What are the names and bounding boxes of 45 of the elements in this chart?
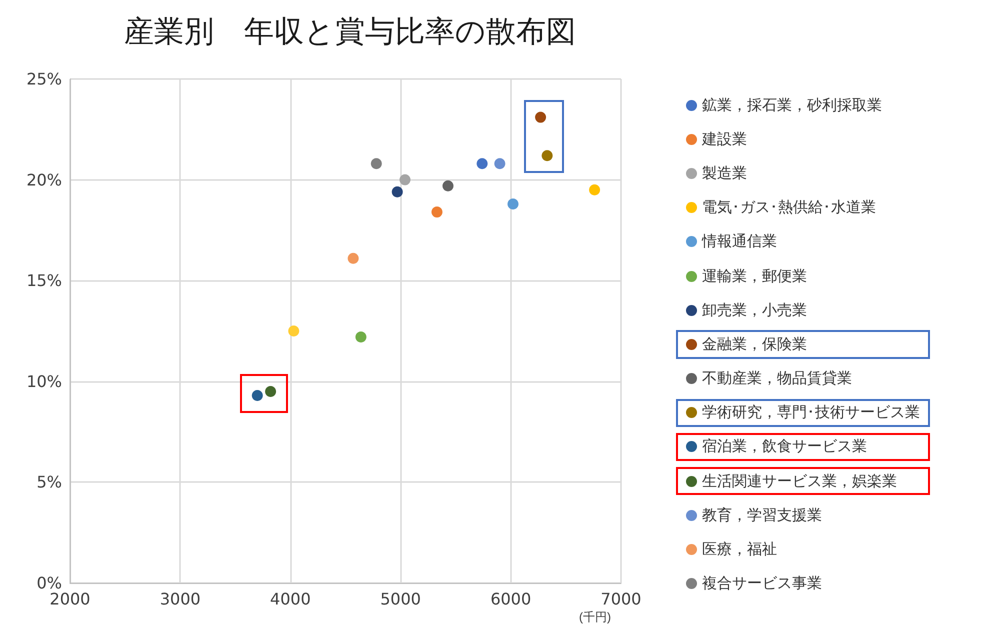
y-tick-label: 25%: [26, 70, 62, 88]
point: [355, 332, 366, 343]
legend-label: 教育，学習支援業: [702, 506, 822, 525]
legend-label: 複合サービス事業: [702, 574, 822, 594]
legend-label: 電気･ガス･熱供給･水道業: [702, 198, 876, 218]
legend-label: 宿泊業，飲食サービス業: [702, 437, 867, 456]
x-tick-label: 7000: [600, 590, 642, 608]
point: [265, 386, 276, 397]
point: [400, 174, 411, 186]
y-tick-label: 5%: [36, 472, 62, 492]
point: [288, 326, 300, 336]
x-tick-label: 6000: [490, 590, 532, 608]
y-tick-label: 0%: [36, 574, 62, 592]
chart-title: 産業別 年収と賞与比率の散布図: [124, 14, 576, 50]
legend-label: 製造業: [702, 164, 747, 183]
point: [348, 252, 359, 264]
point: [392, 186, 403, 198]
point: [589, 184, 600, 196]
point: [494, 158, 506, 170]
x-tick-label: 3000: [160, 590, 201, 608]
legend-label: 鉱業，採石業，砂利採取業: [702, 96, 882, 115]
legend-label: 金融業，保険業: [702, 334, 807, 354]
y-tick-label: 15%: [26, 271, 62, 290]
x-tick-label: 4000: [270, 590, 311, 608]
legend-label: 建設業: [702, 130, 747, 149]
point: [508, 198, 519, 210]
point: [370, 158, 382, 170]
legend-label: 運輸業，郵便業: [702, 266, 807, 286]
point: [535, 112, 546, 123]
legend-label: 情報通信業: [702, 232, 777, 252]
y-tick-label: 20%: [26, 170, 62, 190]
point: [476, 158, 488, 170]
y-tick-label: 10%: [26, 372, 62, 391]
point: [431, 206, 442, 218]
point: [542, 150, 553, 162]
legend-label: 生活関連サービス業，娯楽業: [702, 472, 897, 491]
point: [442, 180, 454, 192]
legend-label: 学術研究，専門･技術サービス業: [702, 403, 920, 422]
x-axis-title: (千円): [579, 610, 611, 624]
legend-label: 卸売業，小売業: [702, 300, 807, 320]
legend-label: 医療，福祉: [702, 540, 777, 560]
x-tick-label: 5000: [380, 590, 421, 608]
x-tick-label: 2000: [50, 590, 90, 608]
point: [252, 390, 263, 402]
legend-label: 不動産業，物品賃貸業: [702, 369, 852, 388]
